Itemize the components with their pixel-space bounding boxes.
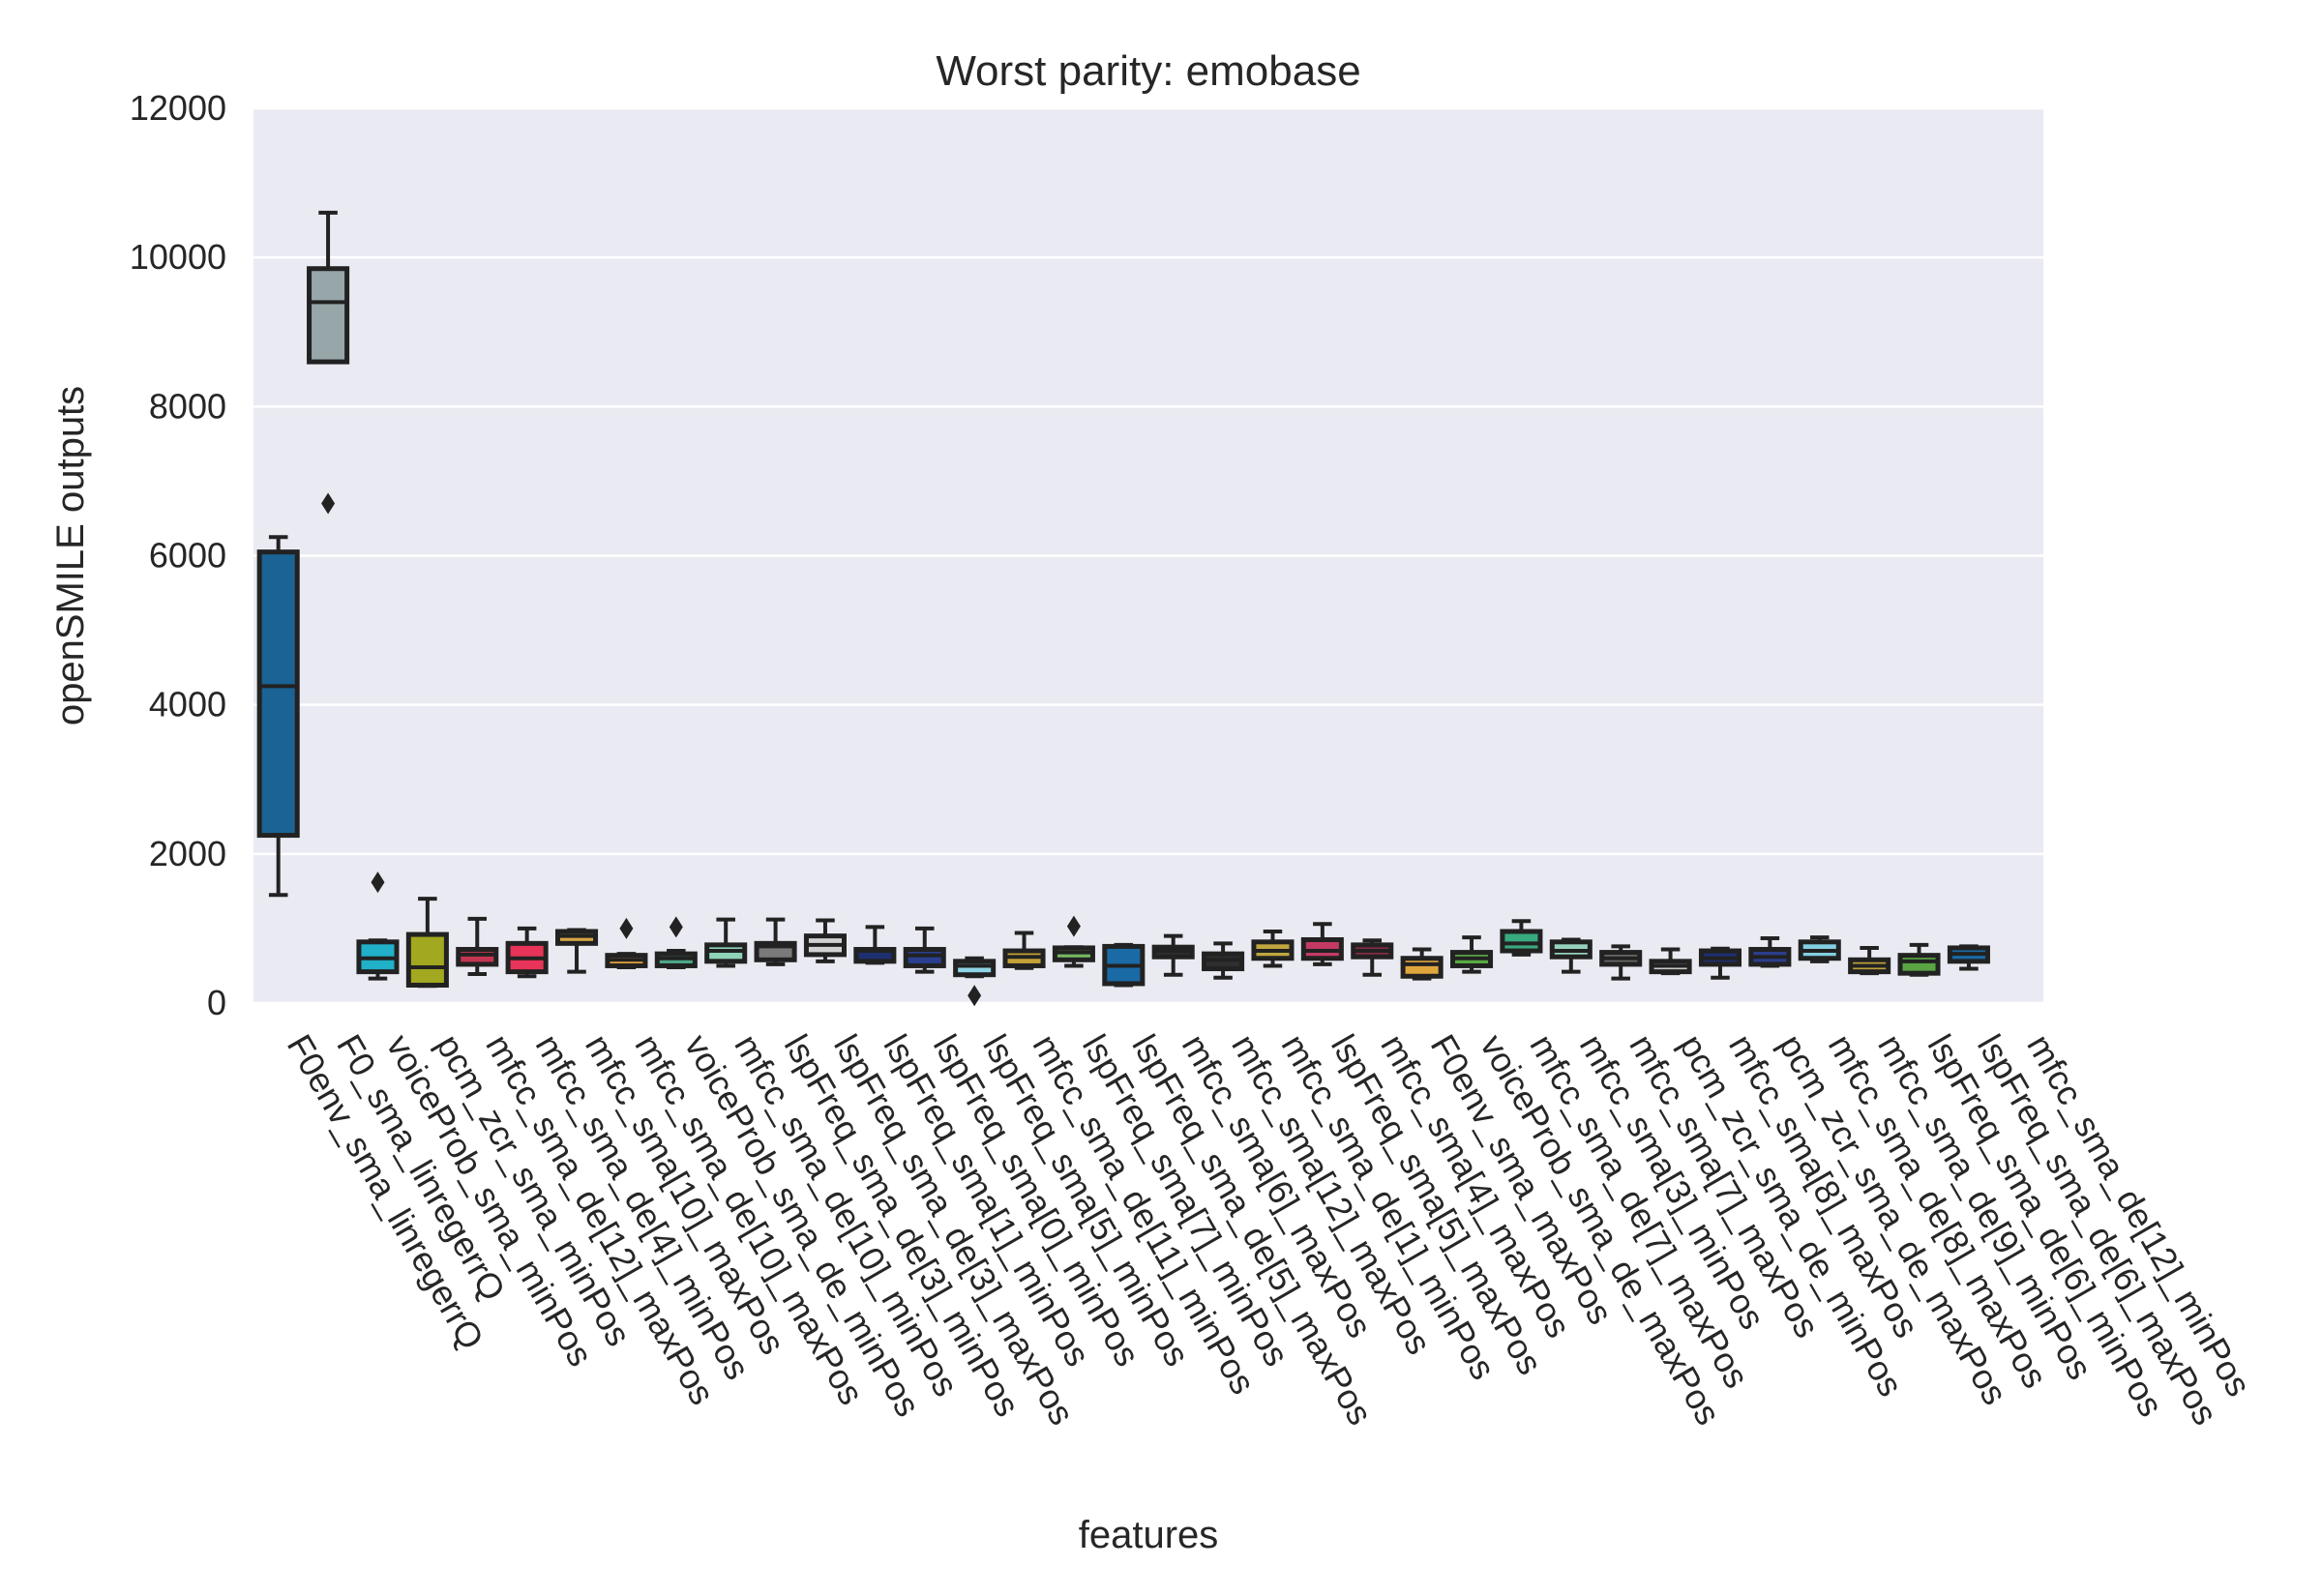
- box-body: [405, 931, 449, 988]
- y-tick-label: 6000: [149, 536, 226, 576]
- y-tick-label: 8000: [149, 386, 226, 426]
- box-26: [1549, 937, 1593, 974]
- box-8: [654, 916, 698, 969]
- y-axis-label: openSMILE outputs: [49, 386, 92, 725]
- box-22: [1351, 938, 1394, 977]
- box-1: [307, 210, 350, 515]
- box-19: [1202, 941, 1245, 980]
- x-axis-ticks: F0env_sma_linregerrQF0_sma_linregerrQvoi…: [280, 1028, 2259, 1432]
- outlier-point: [669, 916, 683, 938]
- box-16: [1052, 915, 1095, 968]
- outlier-point: [968, 985, 982, 1007]
- box-27: [1599, 944, 1643, 981]
- box-23: [1400, 947, 1444, 981]
- box-2: [356, 872, 400, 981]
- y-tick-label: 4000: [149, 685, 226, 724]
- box-30: [1748, 935, 1792, 968]
- box-14: [953, 956, 997, 1007]
- boxes: [256, 210, 1990, 1007]
- box-0: [256, 535, 300, 898]
- box-34: [1947, 944, 1990, 971]
- outlier-point: [1066, 915, 1081, 937]
- box-31: [1798, 935, 1841, 963]
- box-11: [803, 918, 848, 963]
- box-25: [1500, 919, 1543, 957]
- box-18: [1151, 933, 1195, 977]
- y-tick-label: 12000: [130, 88, 226, 128]
- y-tick-label: 2000: [149, 834, 226, 873]
- outlier-point: [619, 917, 634, 939]
- box-13: [903, 926, 946, 974]
- box-28: [1649, 947, 1692, 976]
- outlier-point: [321, 492, 336, 515]
- box-24: [1450, 935, 1494, 974]
- box-body: [256, 549, 300, 839]
- box-10: [754, 917, 797, 966]
- y-tick-label: 10000: [130, 237, 226, 277]
- y-tick-label: 0: [207, 983, 226, 1022]
- box-body: [1897, 953, 1941, 976]
- box-15: [1002, 931, 1046, 970]
- x-axis-label: features: [1079, 1514, 1219, 1556]
- box-body: [953, 959, 997, 978]
- box-5: [505, 926, 549, 979]
- box-3: [405, 897, 449, 989]
- box-body: [1400, 956, 1444, 979]
- y-axis-ticks: 0 2000 4000 6000 8000 10000 12000: [130, 88, 226, 1022]
- box-12: [853, 925, 897, 965]
- box-33: [1897, 942, 1941, 977]
- box-body: [704, 942, 748, 964]
- box-body: [307, 266, 350, 365]
- box-20: [1251, 930, 1295, 968]
- box-32: [1848, 945, 1891, 976]
- box-4: [456, 916, 499, 976]
- box-body: [903, 947, 946, 968]
- box-6: [555, 928, 599, 974]
- box-7: [605, 917, 648, 969]
- box-body: [1500, 929, 1543, 954]
- box-body: [456, 947, 499, 967]
- gridlines: [253, 106, 2043, 1005]
- chart-title: Worst parity: emobase: [936, 47, 1360, 95]
- box-21: [1300, 922, 1344, 966]
- box-9: [704, 917, 748, 968]
- box-29: [1698, 946, 1742, 980]
- outlier-point: [371, 872, 385, 894]
- box-17: [1102, 942, 1146, 988]
